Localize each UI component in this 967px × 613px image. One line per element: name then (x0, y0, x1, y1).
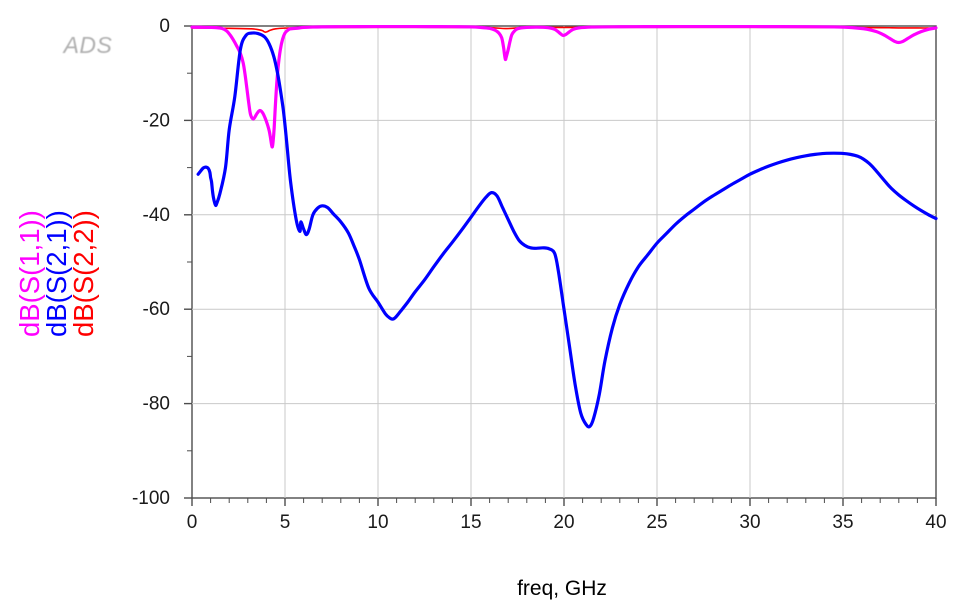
svg-text:0: 0 (187, 512, 198, 533)
svg-text:freq, GHz: freq, GHz (517, 577, 607, 600)
svg-text:10: 10 (367, 512, 388, 533)
svg-text:0: 0 (159, 16, 170, 37)
svg-text:-20: -20 (143, 110, 170, 131)
svg-text:20: 20 (553, 512, 574, 533)
svg-text:-80: -80 (143, 394, 170, 415)
svg-text:25: 25 (646, 512, 667, 533)
svg-text:-40: -40 (143, 205, 170, 226)
svg-text:-100: -100 (132, 488, 170, 509)
svg-text:15: 15 (460, 512, 481, 533)
svg-text:-60: -60 (143, 299, 170, 320)
svg-text:30: 30 (739, 512, 760, 533)
svg-text:35: 35 (832, 512, 853, 533)
svg-text:5: 5 (280, 512, 291, 533)
svg-text:dB(S(2,2)): dB(S(2,2)) (68, 210, 99, 337)
svg-text:ADS: ADS (62, 32, 113, 58)
svg-text:40: 40 (925, 512, 946, 533)
